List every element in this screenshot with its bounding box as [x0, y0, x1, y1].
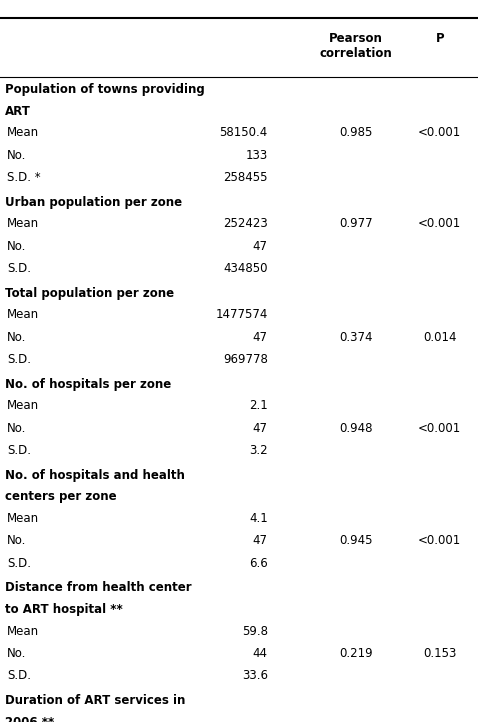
Text: 0.374: 0.374: [339, 331, 373, 344]
Text: 6.6: 6.6: [249, 557, 268, 570]
Text: No.: No.: [7, 647, 27, 660]
Text: 0.977: 0.977: [339, 217, 373, 230]
Text: 0.945: 0.945: [339, 534, 373, 547]
Text: 1477574: 1477574: [215, 308, 268, 321]
Text: 969778: 969778: [223, 353, 268, 366]
Text: 0.985: 0.985: [339, 126, 373, 139]
Text: P: P: [435, 32, 444, 45]
Text: 44: 44: [253, 647, 268, 660]
Text: Mean: Mean: [7, 126, 39, 139]
Text: 33.6: 33.6: [242, 669, 268, 682]
Text: No.: No.: [7, 149, 27, 162]
Text: 47: 47: [253, 422, 268, 435]
Text: <0.001: <0.001: [418, 126, 461, 139]
Text: Mean: Mean: [7, 512, 39, 525]
Text: 47: 47: [253, 331, 268, 344]
Text: 0.014: 0.014: [423, 331, 456, 344]
Text: to ART hospital **: to ART hospital **: [5, 603, 122, 616]
Text: Mean: Mean: [7, 308, 39, 321]
Text: 133: 133: [245, 149, 268, 162]
Text: 2006 **: 2006 **: [5, 716, 54, 722]
Text: 58150.4: 58150.4: [219, 126, 268, 139]
Text: No.: No.: [7, 422, 27, 435]
Text: 0.948: 0.948: [339, 422, 373, 435]
Text: Duration of ART services in: Duration of ART services in: [5, 694, 185, 707]
Text: <0.001: <0.001: [418, 422, 461, 435]
Text: Mean: Mean: [7, 625, 39, 638]
Text: S.D.: S.D.: [7, 444, 31, 457]
Text: S.D.: S.D.: [7, 557, 31, 570]
Text: 0.153: 0.153: [423, 647, 456, 660]
Text: No.: No.: [7, 534, 27, 547]
Text: S.D. *: S.D. *: [7, 171, 41, 184]
Text: 258455: 258455: [223, 171, 268, 184]
Text: Pearson
correlation: Pearson correlation: [320, 32, 392, 61]
Text: No. of hospitals per zone: No. of hospitals per zone: [5, 378, 171, 391]
Text: No.: No.: [7, 240, 27, 253]
Text: 59.8: 59.8: [242, 625, 268, 638]
Text: Total population per zone: Total population per zone: [5, 287, 174, 300]
Text: Distance from health center: Distance from health center: [5, 581, 191, 594]
Text: No. of hospitals and health: No. of hospitals and health: [5, 469, 185, 482]
Text: Mean: Mean: [7, 217, 39, 230]
Text: No.: No.: [7, 331, 27, 344]
Text: ART: ART: [5, 105, 31, 118]
Text: 2.1: 2.1: [249, 399, 268, 412]
Text: S.D.: S.D.: [7, 262, 31, 275]
Text: 3.2: 3.2: [249, 444, 268, 457]
Text: <0.001: <0.001: [418, 534, 461, 547]
Text: 0.219: 0.219: [339, 647, 373, 660]
Text: centers per zone: centers per zone: [5, 490, 117, 503]
Text: 4.1: 4.1: [249, 512, 268, 525]
Text: <0.001: <0.001: [418, 217, 461, 230]
Text: S.D.: S.D.: [7, 353, 31, 366]
Text: 47: 47: [253, 534, 268, 547]
Text: Urban population per zone: Urban population per zone: [5, 196, 182, 209]
Text: Mean: Mean: [7, 399, 39, 412]
Text: Population of towns providing: Population of towns providing: [5, 83, 205, 96]
Text: 434850: 434850: [223, 262, 268, 275]
Text: 47: 47: [253, 240, 268, 253]
Text: 252423: 252423: [223, 217, 268, 230]
Text: S.D.: S.D.: [7, 669, 31, 682]
